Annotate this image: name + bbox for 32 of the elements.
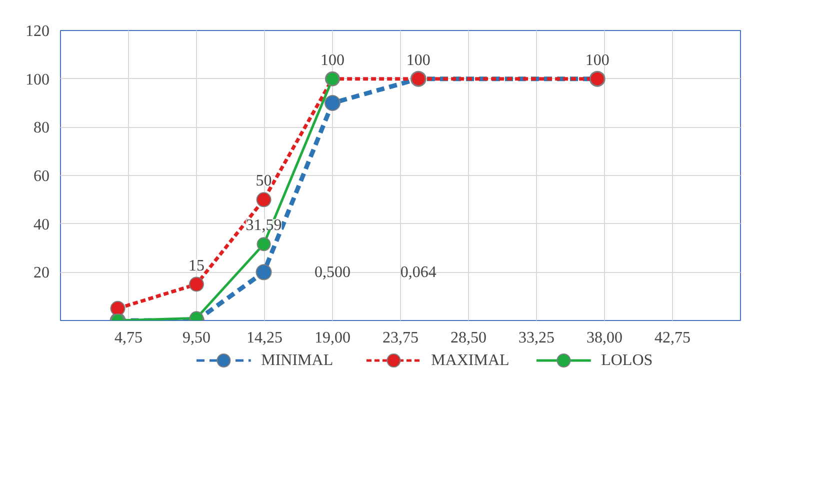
y-tick-label: 100 <box>26 71 50 88</box>
point <box>256 237 271 252</box>
x-tick-label: 23,75 <box>382 330 418 346</box>
legend-label: MINIMAL <box>261 352 334 369</box>
x-tick-label: 42,75 <box>654 330 690 346</box>
data-label: 100 <box>406 52 430 69</box>
data-label: 15 <box>188 257 204 274</box>
y-tick-label: 60 <box>34 168 50 185</box>
point <box>256 192 272 208</box>
x-tick-label: 4,75 <box>114 330 142 346</box>
y-tick-label: 20 <box>34 264 50 282</box>
x-tick-label: 28,50 <box>450 330 486 346</box>
data-label: 100 <box>585 52 610 69</box>
x-tick-label: 33,25 <box>518 330 554 346</box>
x-tick-label: 19,00 <box>314 330 350 346</box>
legend-label: MAXIMAL <box>431 352 510 369</box>
annotation: 0,064 <box>400 264 436 281</box>
legend-label: LOLOS <box>601 352 653 369</box>
x-tick-label: 38,00 <box>586 330 622 346</box>
data-label: 50 <box>256 172 272 190</box>
point <box>110 300 126 316</box>
point <box>256 264 272 280</box>
data-label: 31,59 <box>246 217 282 234</box>
point <box>324 95 340 111</box>
y-tick-label: 80 <box>34 120 50 137</box>
y-tick-label: 120 <box>26 23 50 40</box>
point <box>189 276 204 292</box>
y-tick-label: 40 <box>34 216 50 234</box>
x-tick-label: 14,25 <box>246 330 282 346</box>
x-tick-label: 9,50 <box>182 330 210 346</box>
data-label: 100 <box>320 52 344 69</box>
annotation: 0,500 <box>314 264 350 281</box>
